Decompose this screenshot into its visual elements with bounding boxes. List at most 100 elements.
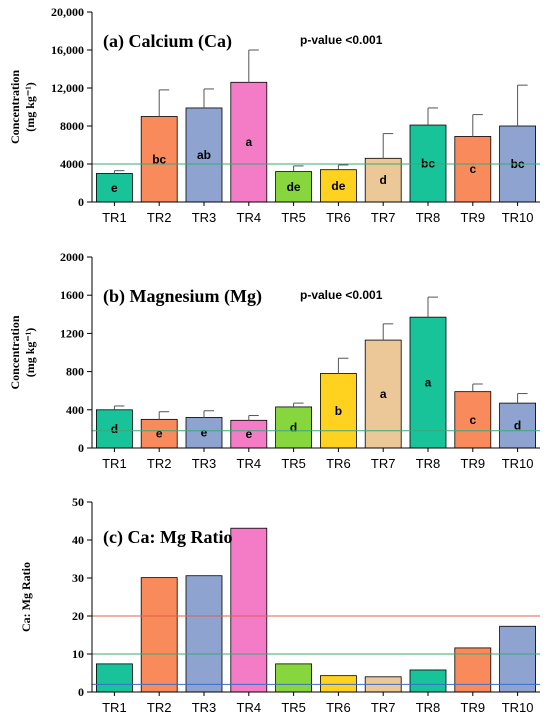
- y-tick-label: 800: [66, 365, 84, 379]
- y-axis-label: Concentration (mg kg⁻¹): [8, 315, 37, 389]
- x-tick-label: TR10: [502, 456, 534, 471]
- significance-letter: de: [331, 179, 345, 193]
- significance-letter: de: [287, 180, 301, 194]
- significance-letter: e: [111, 181, 118, 195]
- x-tick-label: TR7: [371, 456, 396, 471]
- y-tick-label: 1600: [60, 288, 84, 302]
- y-axis-label-line1: Concentration: [8, 315, 22, 389]
- bar-tr2: [140, 418, 178, 449]
- x-tick-label: TR9: [461, 210, 486, 225]
- x-tick-label: TR1: [102, 210, 127, 225]
- chart-title: (b) Magnesium (Mg): [103, 286, 262, 307]
- bar-tr4: [230, 527, 268, 693]
- p-value-annotation: p-value <0.001: [300, 288, 383, 302]
- y-tick-label: 20: [72, 609, 84, 623]
- bar-tr9: [454, 136, 492, 203]
- significance-letter: b: [335, 404, 342, 418]
- x-tick-label: TR7: [371, 700, 396, 715]
- y-tick-label: 0: [78, 685, 84, 699]
- x-tick-label: TR10: [502, 210, 534, 225]
- bar-tr5: [275, 406, 313, 449]
- significance-letter: e: [156, 427, 163, 441]
- x-tick-label: TR5: [281, 456, 306, 471]
- bar-tr5: [275, 663, 313, 693]
- x-tick-label: TR9: [461, 700, 486, 715]
- x-tick-label: TR10: [502, 700, 534, 715]
- x-tick-label: TR3: [192, 210, 217, 225]
- bar-tr1: [96, 663, 133, 693]
- significance-letter: e: [245, 427, 252, 441]
- bar-tr1: [96, 409, 133, 449]
- bar-tr10: [499, 625, 537, 693]
- significance-letter: e: [201, 426, 208, 440]
- bar-tr3: [185, 575, 223, 693]
- y-tick-label: 4000: [60, 157, 84, 171]
- y-axis-label: Ca: Mg Ratio: [19, 562, 33, 632]
- bar-tr8: [409, 316, 447, 449]
- x-tick-label: TR5: [281, 700, 306, 715]
- bar-tr9: [454, 647, 492, 693]
- bar-tr3: [185, 417, 223, 449]
- significance-letter: ab: [197, 148, 211, 162]
- y-tick-label: 400: [66, 403, 84, 417]
- x-tick-label: TR2: [147, 456, 172, 471]
- bar-tr10: [499, 402, 537, 449]
- x-tick-label: TR6: [326, 456, 351, 471]
- significance-letter: d: [380, 173, 387, 187]
- significance-letter: a: [425, 376, 432, 390]
- x-tick-label: TR3: [192, 700, 217, 715]
- y-tick-label: 8000: [60, 119, 84, 133]
- significance-letter: bc: [152, 152, 166, 166]
- y-tick-label: 1200: [60, 326, 84, 340]
- y-axis-label-line2: (mg kg⁻¹): [23, 82, 37, 132]
- chart-title: (a) Calcium (Ca): [103, 31, 232, 52]
- chart-panel-2: 0 400 800 1200 1600 2000 Concentration (mg kg⁻¹…: [8, 250, 540, 471]
- bar-tr6: [319, 373, 357, 449]
- x-tick-label: TR8: [416, 210, 441, 225]
- y-tick-label: 2000: [60, 250, 84, 264]
- bar-tr7: [364, 157, 402, 203]
- chart-title: (c) Ca: Mg Ratio: [103, 527, 232, 548]
- chart-panel-3: 0 10 20 30 40 50 Ca: Mg Ratio TR1 TR2 TR3 TR4 TR5 TR…: [19, 495, 540, 715]
- chart-panel-1: 0 4000 8000 12,000 16,000 20,000 Concentration…: [8, 5, 540, 225]
- y-tick-label: 20,000: [51, 5, 84, 19]
- significance-letter: d: [290, 420, 297, 434]
- x-tick-label: TR1: [102, 456, 127, 471]
- bar-tr9: [454, 391, 492, 449]
- y-tick-label: 0: [78, 441, 84, 455]
- y-tick-label: 12,000: [51, 81, 84, 95]
- x-tick-label: TR2: [147, 700, 172, 715]
- x-tick-label: TR3: [192, 456, 217, 471]
- x-tick-label: TR4: [237, 456, 262, 471]
- y-axis-label-line1: Ca: Mg Ratio: [19, 562, 33, 632]
- significance-letter: c: [469, 162, 476, 176]
- y-tick-label: 50: [72, 495, 84, 509]
- p-value-annotation: p-value <0.001: [300, 33, 383, 47]
- y-tick-label: 16,000: [51, 43, 84, 57]
- x-tick-label: TR2: [147, 210, 172, 225]
- y-axis-label: Concentration (mg kg⁻¹): [8, 70, 37, 144]
- y-tick-label: 10: [72, 647, 84, 661]
- bar-tr6: [319, 675, 357, 693]
- x-tick-label: TR6: [326, 700, 351, 715]
- x-tick-label: TR5: [281, 210, 306, 225]
- x-tick-label: TR8: [416, 700, 441, 715]
- y-tick-label: 40: [72, 533, 84, 547]
- significance-letter: c: [469, 413, 476, 427]
- y-axis-label-line1: Concentration: [8, 70, 22, 144]
- significance-letter: d: [514, 419, 521, 433]
- significance-letter: a: [245, 135, 252, 149]
- x-tick-label: TR9: [461, 456, 486, 471]
- significance-letter: d: [111, 422, 118, 436]
- bar-tr8: [409, 669, 447, 693]
- y-axis-label-line2: (mg kg⁻¹): [23, 328, 37, 378]
- bar-tr6: [319, 169, 357, 203]
- x-tick-label: TR4: [237, 210, 262, 225]
- y-tick-label: 0: [78, 195, 84, 209]
- y-tick-label: 30: [72, 571, 84, 585]
- x-tick-label: TR8: [416, 456, 441, 471]
- x-tick-label: TR6: [326, 210, 351, 225]
- bar-tr2: [140, 577, 178, 693]
- x-tick-label: TR7: [371, 210, 396, 225]
